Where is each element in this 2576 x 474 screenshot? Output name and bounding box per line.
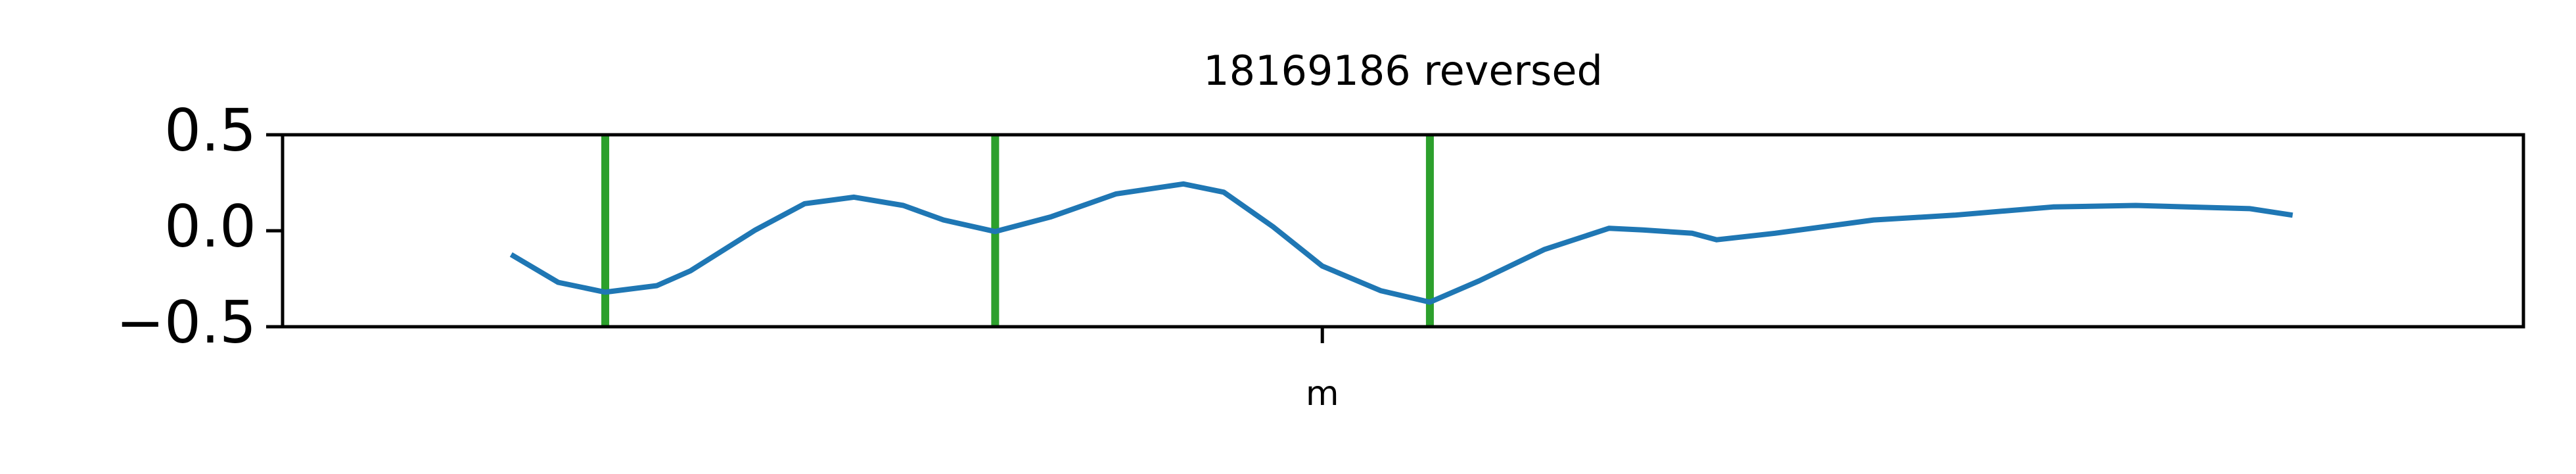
y-tick-label: 0.5 — [164, 97, 256, 164]
y-tick-label: −0.5 — [116, 289, 256, 356]
data-line — [509, 181, 2293, 305]
x-tick-label: m — [1306, 374, 1339, 414]
plot-frame — [281, 133, 2525, 329]
y-tick-label: 0.0 — [164, 193, 256, 260]
chart-title: 18169186 reversed — [1203, 47, 1603, 95]
